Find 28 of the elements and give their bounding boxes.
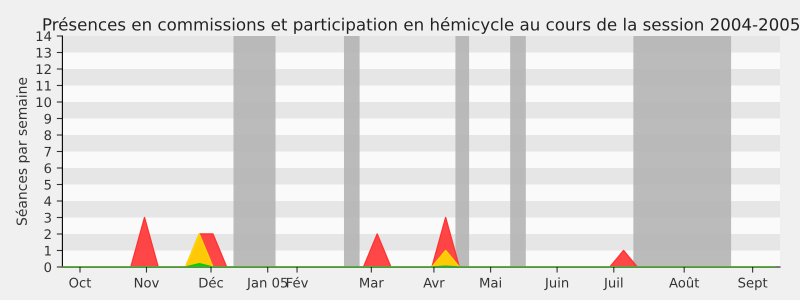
x-tick-label: Déc [200, 276, 223, 288]
y-tick-label: 12 [36, 64, 51, 74]
x-tick-label: Août [669, 276, 700, 288]
x-tick-label: Mai [480, 277, 501, 288]
y-tick-label: 8 [44, 130, 52, 140]
y-tick-label: 3 [44, 212, 51, 223]
y-axis-title: Séances par semaine [16, 78, 30, 226]
y-tick-label: 9 [44, 114, 52, 124]
y-tick-label: 10 [36, 97, 52, 108]
x-tick-label: Nov [134, 278, 159, 288]
x-tick-label: Fév [286, 276, 308, 288]
y-tick-label: 14 [36, 31, 52, 42]
x-tick-label: Sept [738, 278, 768, 290]
x-tick-label: Juin [544, 277, 568, 290]
y-tick-label: 0 [44, 262, 52, 272]
y-tick-label: 4 [44, 196, 52, 206]
x-tick-label: Oct [69, 278, 92, 288]
x-tick-label: Avr [423, 278, 445, 288]
y-tick-label: 5 [44, 180, 51, 190]
x-tick-label: Jan 05 [246, 278, 288, 290]
x-tick-label: Mar [360, 278, 384, 288]
y-tick-label: 2 [44, 229, 51, 240]
y-tick-label: 1 [45, 246, 51, 256]
y-tick-label: 6 [44, 163, 52, 174]
y-tick-label: 11 [36, 80, 51, 91]
y-tick-label: 7 [44, 146, 51, 157]
x-tick-label: Juil [603, 277, 622, 290]
y-tick-label: 13 [36, 48, 51, 58]
